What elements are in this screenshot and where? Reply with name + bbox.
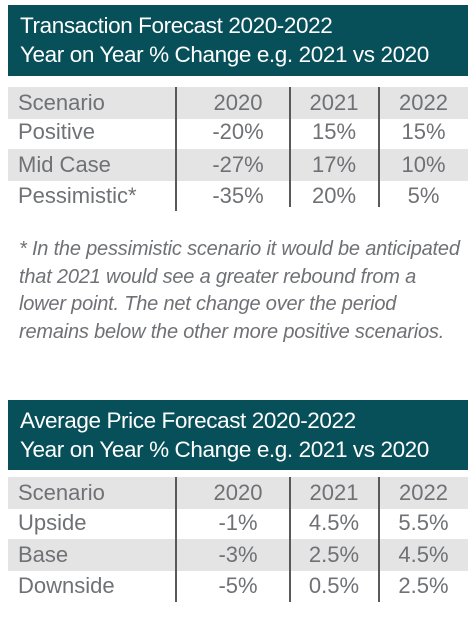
table-row: Upside -1% 4.5% 5.5% — [8, 507, 468, 539]
value-2022-cell: 5% — [407, 183, 440, 208]
scenario-cell: Mid Case — [18, 152, 111, 177]
table-row: Pessimistic* -35% 20% 5% — [8, 180, 468, 212]
value-2021-cell: 0.5% — [308, 573, 360, 598]
value-2022-cell: 10% — [401, 152, 446, 177]
value-2020-cell: -5% — [218, 573, 258, 598]
average-price-forecast-subtitle: Year on Year % Change e.g. 2021 vs 2020 — [20, 437, 429, 462]
value-2020-cell: -20% — [212, 119, 264, 144]
value-2020-cell: -27% — [212, 152, 264, 177]
scenario-cell: Base — [18, 542, 69, 567]
scenario-cell: Pessimistic* — [18, 183, 137, 208]
value-2021-cell: 15% — [311, 119, 357, 144]
value-2020-cell: -35% — [212, 183, 264, 208]
transaction-forecast-banner: Transaction Forecast 2020-2022 Year on Y… — [8, 5, 468, 76]
scenario-cell: Positive — [18, 119, 96, 144]
value-2022-cell: 2.5% — [398, 573, 449, 598]
header-scenario: Scenario — [18, 90, 105, 115]
value-2021-cell: 17% — [311, 152, 357, 177]
column-divider — [378, 477, 380, 602]
header-scenario: Scenario — [18, 480, 105, 505]
header-2022: 2022 — [399, 90, 448, 115]
table-row: Downside -5% 0.5% 2.5% — [8, 570, 468, 602]
transaction-forecast-title: Transaction Forecast 2020-2022 — [20, 13, 333, 38]
header-2020: 2020 — [213, 90, 263, 115]
column-divider — [175, 87, 177, 211]
header-2021: 2021 — [309, 90, 359, 115]
header-2022: 2022 — [399, 480, 448, 505]
table-row: Positive -20% 15% 15% — [8, 116, 468, 148]
header-2020: 2020 — [213, 480, 263, 505]
average-price-forecast-banner: Average Price Forecast 2020-2022 Year on… — [8, 400, 468, 470]
table-row: Base -3% 2.5% 4.5% — [8, 539, 468, 571]
header-2021: 2021 — [309, 480, 359, 505]
transaction-forecast-subtitle: Year on Year % Change e.g. 2021 vs 2020 — [20, 42, 429, 67]
value-2021-cell: 20% — [311, 183, 357, 208]
table-header-row: Scenario 2020 2021 2022 — [8, 477, 468, 509]
value-2022-cell: 4.5% — [398, 542, 449, 567]
table-row: Mid Case -27% 17% 10% — [8, 149, 468, 181]
column-divider — [289, 477, 291, 602]
scenario-cell: Downside — [18, 573, 115, 598]
value-2020-cell: -1% — [218, 510, 258, 535]
value-2020-cell: -3% — [218, 542, 258, 567]
scenario-cell: Upside — [18, 510, 87, 535]
value-2022-cell: 15% — [401, 119, 446, 144]
value-2021-cell: 2.5% — [308, 542, 360, 567]
column-divider — [175, 477, 177, 602]
column-divider — [378, 87, 380, 207]
column-divider — [289, 87, 291, 207]
average-price-forecast-title: Average Price Forecast 2020-2022 — [20, 408, 356, 433]
value-2021-cell: 4.5% — [308, 510, 360, 535]
pessimistic-footnote: * In the pessimistic scenario it would b… — [19, 238, 460, 343]
table-header-row: Scenario 2020 2021 2022 — [8, 87, 468, 119]
value-2022-cell: 5.5% — [398, 510, 449, 535]
